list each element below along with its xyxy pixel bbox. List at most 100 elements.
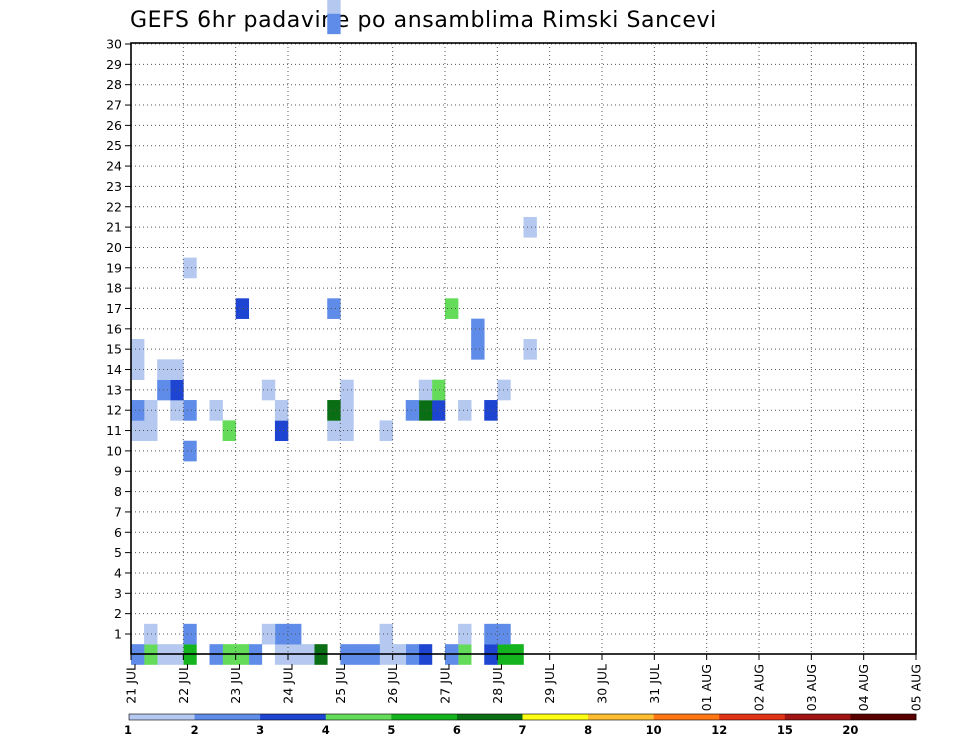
y-tick-label: 22 — [106, 199, 122, 214]
y-tick-label: 7 — [114, 504, 122, 519]
y-tick-label: 26 — [106, 118, 122, 133]
y-tick-label: 11 — [106, 423, 122, 438]
heatmap-cell — [327, 13, 341, 35]
y-tick-label: 30 — [106, 37, 122, 52]
colorbar-segment — [522, 714, 589, 720]
y-tick-label: 18 — [106, 281, 122, 296]
x-axis-ticks: 21 JUL 22 JUL 23 JUL 24 JUL 25 JUL 26 JUL 27 J… — [124, 654, 924, 711]
x-tick-label: 23 JUL — [228, 664, 243, 704]
heatmap-cell — [209, 400, 223, 421]
colorbar-label: 12 — [711, 723, 727, 737]
heatmap-cell — [484, 400, 498, 421]
y-tick-label: 3 — [114, 586, 122, 601]
x-tick-label: 25 JUL — [333, 664, 348, 704]
y-tick-label: 2 — [114, 606, 122, 621]
heatmap-cell — [274, 420, 289, 442]
colorbar-label: 2 — [191, 723, 199, 737]
y-tick-label: 19 — [106, 260, 122, 275]
heatmap-cell — [144, 623, 158, 645]
heatmap-cell — [523, 339, 537, 360]
y-tick-label: 9 — [114, 464, 122, 479]
colorbar-frame — [128, 713, 917, 721]
heatmap-cell — [418, 379, 433, 401]
grid-lines — [131, 43, 916, 654]
heatmap-cell — [523, 216, 537, 238]
heatmap-cell — [379, 623, 393, 645]
heatmap-cell — [484, 623, 498, 645]
heatmap-cell — [183, 257, 197, 279]
heatmap-cell — [497, 379, 511, 401]
colorbar-label: 6 — [453, 723, 461, 737]
y-tick-label: 12 — [106, 403, 122, 418]
y-tick-label: 27 — [106, 98, 122, 113]
y-tick-label: 23 — [106, 179, 122, 194]
heatmap-cell — [131, 420, 145, 442]
colorbar-label: 4 — [322, 723, 330, 737]
heatmap-cell — [261, 623, 276, 645]
y-tick-label: 20 — [106, 240, 122, 255]
y-tick-label: 28 — [106, 77, 122, 92]
x-tick-label: 31 JUL — [647, 664, 662, 704]
chart-title: GEFS 6hr padavine po ansamblima Rimski S… — [130, 8, 717, 33]
heatmap-cell — [170, 359, 184, 380]
heatmap-cell — [471, 318, 485, 340]
x-tick-label: 02 AUG — [752, 664, 767, 711]
heatmap-cell — [327, 0, 341, 14]
colorbar-label: 7 — [518, 723, 526, 737]
colorbar-label: 3 — [256, 723, 264, 737]
colorbar-segment — [588, 714, 655, 720]
heatmap-cell — [418, 400, 433, 421]
heatmap-cell — [327, 420, 341, 442]
colorbar-segment — [194, 714, 261, 720]
colorbar-label: 10 — [646, 723, 662, 737]
heatmap-cell — [183, 400, 197, 421]
heatmap-cell — [170, 400, 184, 421]
heatmap-cell — [288, 623, 302, 645]
colorbar-segment — [325, 714, 392, 720]
heatmap-cell — [183, 623, 197, 645]
colorbar-label: 8 — [584, 723, 592, 737]
heatmap-cell — [274, 623, 289, 645]
colorbar-segment — [784, 714, 851, 720]
heatmap-cell — [274, 400, 289, 421]
y-tick-label: 21 — [106, 220, 122, 235]
heatmap-cell — [471, 339, 485, 360]
plot-frame — [130, 42, 917, 655]
x-tick-label: 24 JUL — [281, 664, 296, 704]
x-tick-label: 21 JUL — [124, 664, 139, 704]
y-tick-label: 29 — [106, 57, 122, 72]
y-tick-label: 1 — [114, 627, 122, 642]
heatmap-cell — [379, 420, 393, 442]
heatmap-cell — [183, 440, 197, 462]
heatmap-cells — [131, 0, 537, 665]
heatmap-cell — [458, 623, 472, 645]
heatmap-cell — [131, 400, 145, 421]
heatmap-cell — [170, 379, 184, 401]
y-tick-label: 8 — [114, 484, 122, 499]
colorbar-label: 15 — [777, 723, 793, 737]
y-tick-label: 13 — [106, 382, 122, 397]
heatmap-cell — [131, 339, 145, 360]
colorbar-label: 1 — [124, 723, 132, 737]
heatmap-cell — [131, 359, 145, 380]
y-tick-label: 5 — [114, 545, 122, 560]
heatmap-cell — [405, 400, 420, 421]
colorbar-label: 20 — [842, 723, 858, 737]
colorbar: 1 2 3 4 5 6 7 8 10 12 15 20 — [124, 713, 917, 737]
colorbar-segment — [719, 714, 786, 720]
heatmap-cell — [144, 400, 158, 421]
x-tick-label: 28 JUL — [490, 664, 505, 704]
y-tick-label: 15 — [106, 342, 122, 357]
x-tick-label: 01 AUG — [699, 664, 714, 711]
x-tick-label: 30 JUL — [595, 664, 610, 704]
x-tick-label: 26 JUL — [385, 664, 400, 704]
x-tick-label: 05 AUG — [909, 664, 924, 711]
colorbar-segment — [260, 714, 327, 720]
heatmap-cell — [458, 400, 472, 421]
colorbar-segment — [456, 714, 523, 720]
colorbar-segment — [850, 714, 917, 720]
y-tick-label: 17 — [106, 301, 122, 316]
y-axis-ticks: 1234567891011121314151617181920212223242… — [106, 37, 131, 642]
y-tick-label: 16 — [106, 321, 122, 336]
